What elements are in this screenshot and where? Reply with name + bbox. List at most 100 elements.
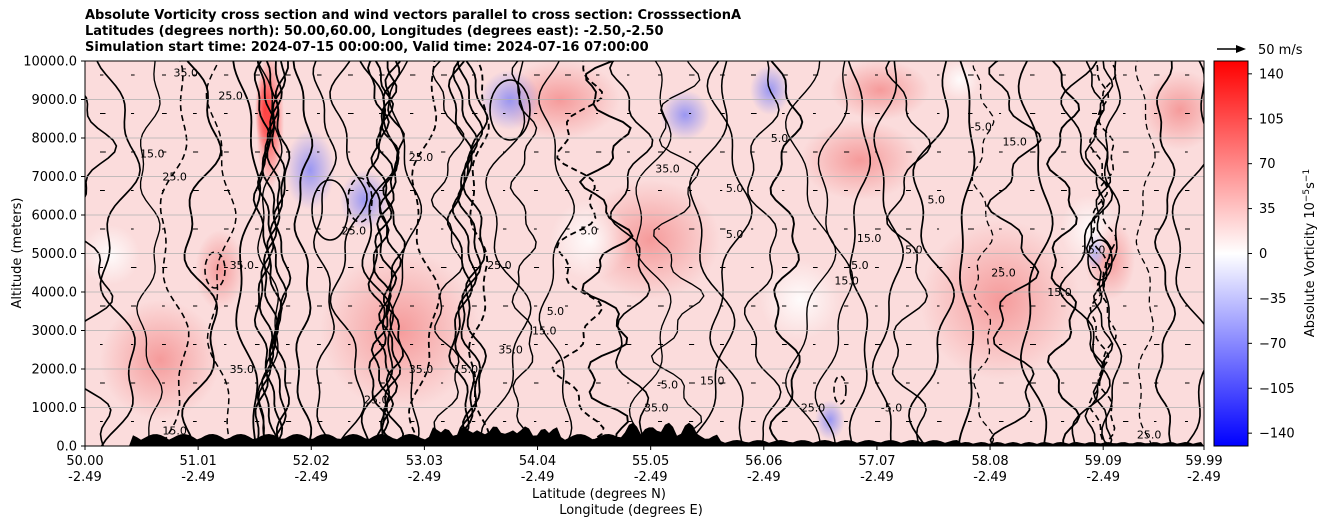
contour-labels: 35.0 25.0 15.0 25.0 25.0 35.0 5.0 -5.0 15.0 5.0 5.… bbox=[140, 66, 1161, 441]
contour-line-4 bbox=[181, 61, 222, 446]
x-axis-ticks: 50.00-2.4951.01-2.4952.02-2.4953.03-2.49… bbox=[66, 446, 1223, 485]
contour-line-13 bbox=[408, 61, 441, 446]
y-tick-label-10: 10000.0 bbox=[23, 55, 77, 70]
colorbar-tick-label-2: 70 bbox=[1259, 157, 1276, 172]
contour-line-22 bbox=[628, 61, 672, 446]
contour-line-26 bbox=[743, 61, 782, 446]
y-tick-label-2: 2000.0 bbox=[32, 363, 78, 378]
quiver-key-arrow-head bbox=[1236, 45, 1246, 53]
field-blob-20 bbox=[550, 200, 630, 280]
contour-line-5 bbox=[205, 61, 237, 446]
contour-line-57 bbox=[456, 61, 484, 446]
contour-line-54 bbox=[382, 61, 406, 446]
x-tick-label-lon-4: -2.49 bbox=[521, 470, 555, 485]
contour-label-14: 15.0 bbox=[857, 232, 882, 245]
contour-ring-5 bbox=[833, 375, 847, 405]
chart-title-line-2: Latitudes (degrees north): 50.00,60.00, … bbox=[85, 24, 664, 39]
contour-line-17 bbox=[509, 61, 538, 446]
contour-label-9: 5.0 bbox=[928, 193, 946, 206]
field-blob-2 bbox=[195, 230, 245, 310]
x-tick-label-lon-5: -2.49 bbox=[634, 470, 668, 485]
contour-line-3 bbox=[159, 61, 190, 446]
contour-label-25: 35.0 bbox=[498, 344, 523, 357]
contour-label-30: -5.0 bbox=[657, 378, 678, 391]
colorbar-tick-label-7: −105 bbox=[1259, 382, 1295, 397]
y-tick-label-3: 3000.0 bbox=[32, 324, 78, 339]
contour-label-0: 35.0 bbox=[174, 66, 199, 79]
colorbar-tick-label-3: 35 bbox=[1259, 202, 1276, 217]
contour-line-9 bbox=[312, 61, 337, 446]
contour-ring-1 bbox=[347, 177, 373, 223]
contour-line-41 bbox=[1134, 61, 1156, 446]
contour-label-10: 5.0 bbox=[726, 182, 744, 195]
x-tick-label-lat-10: 59.99 bbox=[1185, 454, 1222, 469]
contour-line-56 bbox=[451, 61, 479, 446]
x-tick-label-lat-7: 57.07 bbox=[858, 454, 895, 469]
y-tick-label-5: 5000.0 bbox=[32, 247, 78, 262]
contour-label-13: 5.0 bbox=[726, 228, 744, 241]
y-tick-label-4: 4000.0 bbox=[32, 286, 78, 301]
contour-line-24 bbox=[687, 61, 736, 446]
x-tick-label-lon-3: -2.49 bbox=[408, 470, 442, 485]
contour-line-55 bbox=[446, 61, 474, 446]
x-tick-label-lat-6: 56.06 bbox=[745, 454, 782, 469]
field-blob-19 bbox=[85, 225, 140, 285]
contour-label-20: 25.0 bbox=[991, 267, 1016, 280]
y-tick-label-7: 7000.0 bbox=[32, 170, 78, 185]
field-blob-12 bbox=[285, 130, 335, 210]
contour-label-12: 5.0 bbox=[580, 224, 598, 237]
contour-label-1: 25.0 bbox=[218, 90, 243, 103]
terrain-silhouette bbox=[85, 422, 1204, 446]
contour-line-33 bbox=[908, 61, 955, 446]
y-tick-label-1: 1000.0 bbox=[32, 401, 78, 416]
colorbar-tick-label-6: −70 bbox=[1259, 337, 1286, 352]
contour-line-8 bbox=[292, 61, 314, 446]
contour-line-58 bbox=[462, 61, 489, 446]
contour-ring-4 bbox=[1087, 239, 1113, 281]
contour-line-37 bbox=[1017, 61, 1054, 446]
contour-line-50 bbox=[365, 61, 390, 446]
contour-line-30 bbox=[847, 61, 872, 446]
contour-label-2: 15.0 bbox=[140, 147, 165, 160]
colorbar: 140 105 70 35 0 −35 −70 −105 −140 Absolute Vorti… bbox=[1213, 60, 1318, 447]
contour-line-38 bbox=[1046, 61, 1081, 446]
x-tick-label-lon-9: -2.49 bbox=[1086, 470, 1120, 485]
contour-label-8: 15.0 bbox=[1002, 136, 1027, 149]
contour-line-2 bbox=[136, 61, 163, 446]
field-blob-6 bbox=[100, 300, 220, 420]
colorbar-tick-label-8: −140 bbox=[1259, 427, 1295, 442]
contour-label-35: 15.0 bbox=[162, 424, 187, 437]
contour-label-18: 25.0 bbox=[487, 259, 512, 272]
contour-line-23 bbox=[650, 61, 705, 446]
contour-line-21 bbox=[609, 61, 654, 446]
contour-label-32: 25.0 bbox=[801, 401, 826, 414]
y-axis-label: Altitude (meters) bbox=[10, 198, 25, 309]
x-tick-label-lon-7: -2.49 bbox=[860, 470, 894, 485]
contour-label-7: -5.0 bbox=[970, 120, 991, 133]
contour-line-39 bbox=[1059, 61, 1114, 446]
contour-label-36: 35.0 bbox=[644, 401, 669, 414]
contour-label-19: 35.0 bbox=[230, 259, 255, 272]
y-tick-label-0: 0.0 bbox=[56, 440, 77, 455]
contour-line-53 bbox=[378, 61, 402, 446]
x-tick-label-lat-4: 54.04 bbox=[519, 454, 556, 469]
y-axis-ticks: 0.0 1000.0 2000.0 3000.0 4000.0 5000.0 6000.0 7… bbox=[23, 55, 85, 455]
vorticity-field bbox=[85, 61, 1204, 446]
contour-label-16: -5.0 bbox=[847, 259, 868, 272]
colorbar-tick-label-1: 105 bbox=[1259, 112, 1284, 127]
contour-label-23: 5.0 bbox=[547, 305, 565, 318]
contour-line-49 bbox=[272, 61, 292, 446]
field-blob-22 bbox=[940, 61, 980, 100]
x-tick-label-lat-0: 50.00 bbox=[66, 454, 103, 469]
field-blob-21 bbox=[1060, 195, 1120, 265]
contour-line-34 bbox=[957, 61, 976, 446]
x-tick-label-lon-2: -2.49 bbox=[294, 470, 328, 485]
field-blob-18 bbox=[660, 90, 710, 140]
y-tick-label-8: 8000.0 bbox=[32, 132, 78, 147]
quiver-key: 50 m/s bbox=[1217, 43, 1303, 58]
contour-line-20 bbox=[578, 61, 634, 446]
x-tick-label-lon-6: -2.49 bbox=[747, 470, 781, 485]
x-tick-label-lat-2: 52.02 bbox=[293, 454, 330, 469]
field-blob-14 bbox=[480, 70, 540, 130]
